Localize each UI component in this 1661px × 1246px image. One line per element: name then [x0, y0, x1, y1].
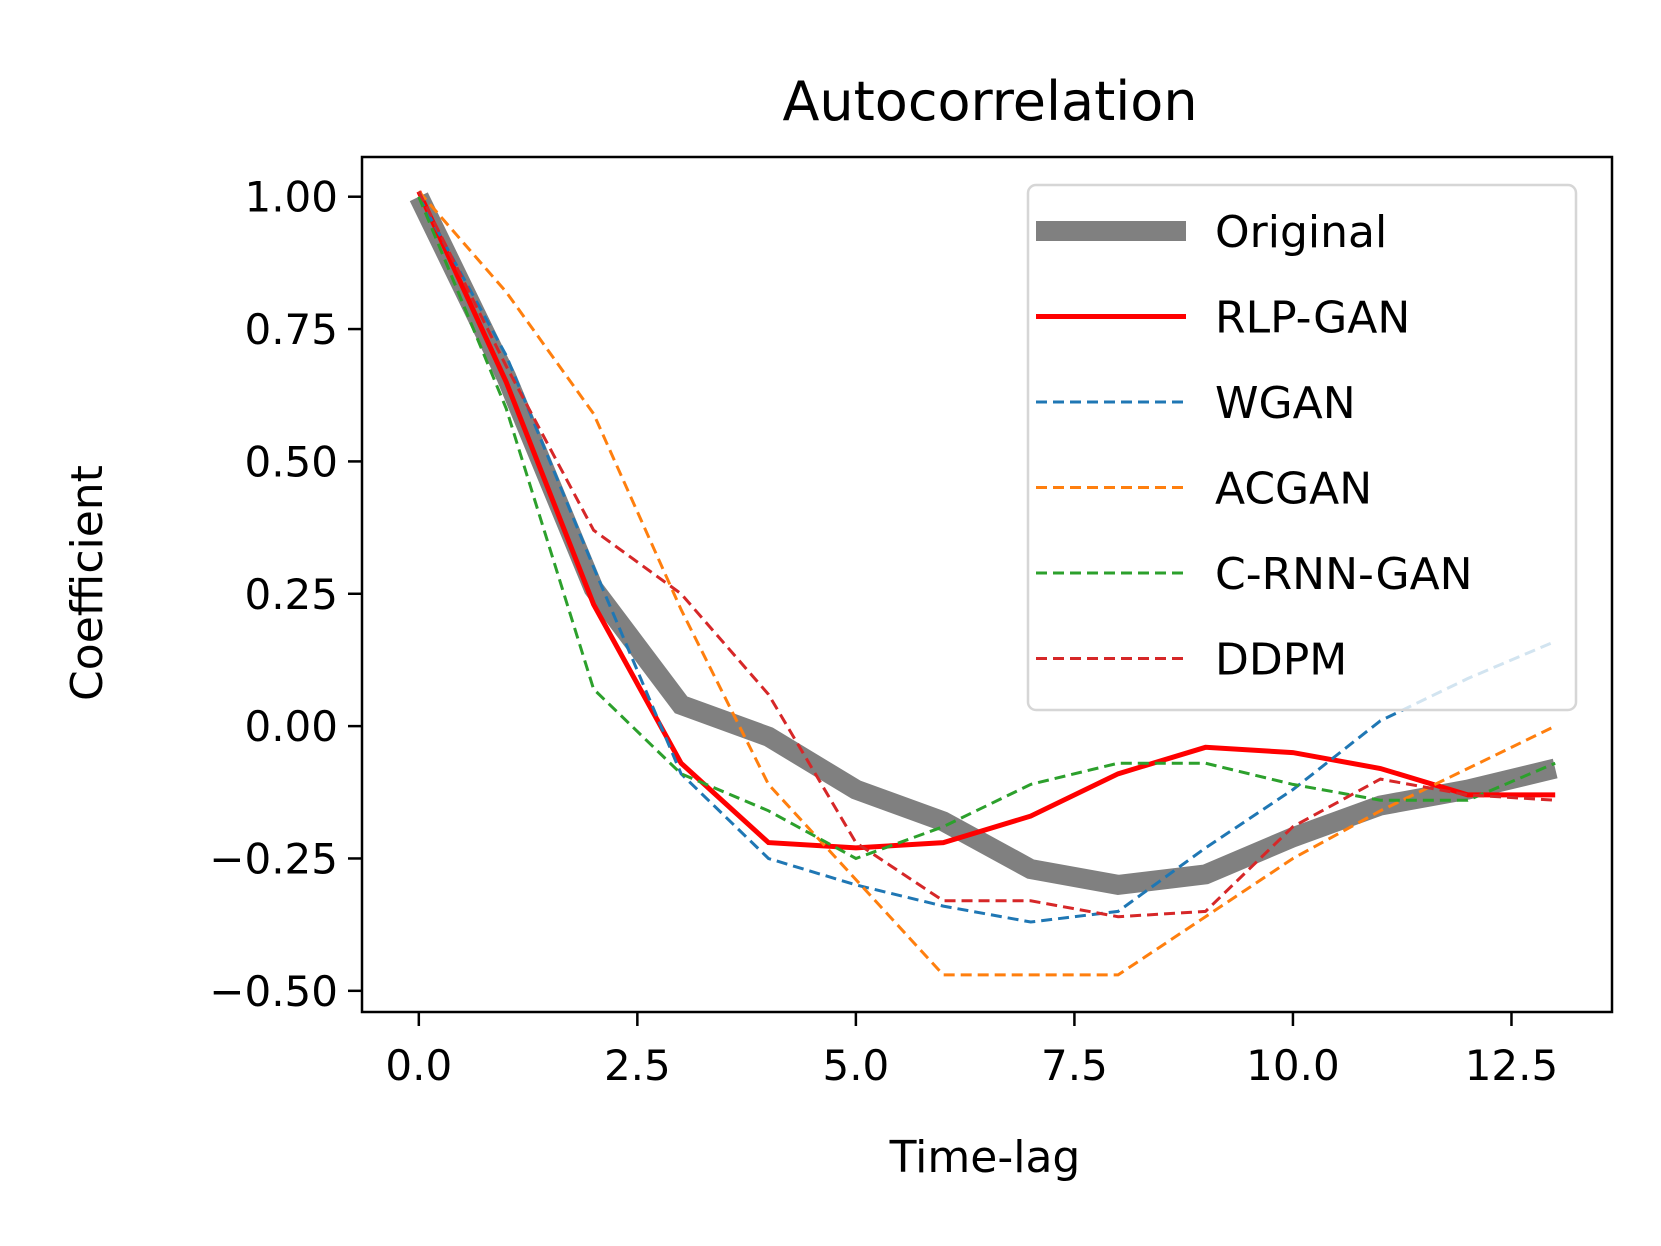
y-tick-label: 0.50: [244, 437, 338, 486]
series-line-rlp-gan: [416, 190, 1556, 851]
legend-label-wgan: WGAN: [1215, 378, 1356, 429]
y-tick-label: 0.75: [244, 305, 338, 354]
series-line-ddpm: [417, 190, 1556, 919]
x-tick-label: 2.5: [604, 1041, 671, 1090]
x-tick-label: 0.0: [385, 1041, 452, 1090]
y-tick-label: 1.00: [244, 173, 338, 222]
x-tick-label: 10.0: [1246, 1041, 1340, 1090]
legend-label-original: Original: [1215, 207, 1387, 258]
x-tick-label: 5.0: [822, 1041, 889, 1090]
chart-title: Autocorrelation: [782, 70, 1197, 133]
x-axis-label: Time-lag: [889, 1132, 1081, 1183]
y-axis-label: Coefficient: [62, 465, 113, 701]
legend: Original RLP-GAN WGAN ACGAN C-RNN-GAN DDPM: [1026, 183, 1578, 712]
series-line-original: [409, 192, 1558, 896]
series-lines: [409, 190, 1558, 977]
legend-label-acgan: ACGAN: [1215, 464, 1372, 515]
series-line-c-rnn-gan: [417, 196, 1556, 861]
y-tick-label: 0.25: [244, 570, 338, 619]
legend-label-c-rnn-gan: C-RNN-GAN: [1215, 549, 1473, 600]
axis-ticks: 0.0 2.5 5.0 7.5 10.0 12.5 1.00 0.75 0.50 0.25 0.00…: [209, 173, 1558, 1090]
x-tick-label: 7.5: [1041, 1041, 1108, 1090]
legend-label-rlp-gan: RLP-GAN: [1215, 293, 1410, 344]
plot-frame: [360, 155, 1614, 1014]
y-tick-label: 0.00: [244, 702, 338, 751]
legend-box: [1026, 183, 1578, 712]
series-line-wgan: [417, 195, 1556, 924]
legend-label-ddpm: DDPM: [1215, 635, 1347, 686]
series-line-acgan: [417, 190, 1556, 977]
y-tick-label: −0.25: [209, 834, 338, 883]
x-tick-label: 12.5: [1465, 1041, 1559, 1090]
y-tick-label: −0.50: [209, 967, 338, 1016]
